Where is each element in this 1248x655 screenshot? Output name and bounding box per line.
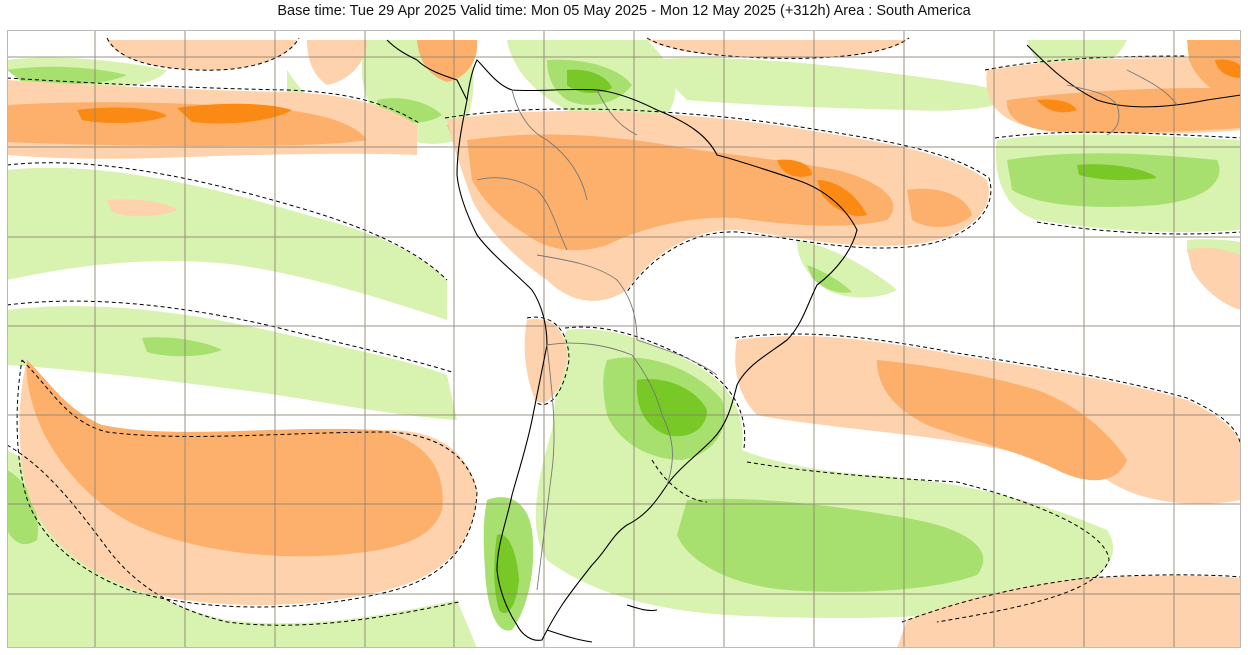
map-title: Base time: Tue 29 Apr 2025 Valid time: M… xyxy=(277,3,971,19)
wet-light-region xyxy=(7,450,477,648)
dry-medium-region xyxy=(877,360,1127,481)
wet-medium-region xyxy=(677,498,984,592)
dry-strong-region xyxy=(177,103,292,124)
dry-light-region xyxy=(647,40,907,59)
graticule xyxy=(7,30,1241,648)
dry-medium-region xyxy=(417,40,478,82)
dry-strong-regions xyxy=(77,59,1241,217)
wet-medium-regions xyxy=(7,59,1220,631)
wet-medium-region xyxy=(1007,153,1220,207)
dry-strong-region xyxy=(777,159,812,177)
map-canvas xyxy=(7,30,1241,648)
wet-medium-region xyxy=(142,337,222,357)
dry-light-region xyxy=(1187,247,1241,310)
dry-medium-region xyxy=(907,188,972,227)
dry-light-region xyxy=(524,319,567,403)
dry-medium-region xyxy=(26,360,443,557)
dry-medium-region xyxy=(1187,40,1241,100)
wet-medium-region xyxy=(7,470,38,545)
dry-light-region xyxy=(307,40,367,85)
dry-strong-region xyxy=(77,107,167,124)
wet-strong-region xyxy=(567,69,612,94)
dry-strong-region xyxy=(1037,99,1077,113)
wet-strong-region xyxy=(1077,164,1157,181)
south-america-coastline xyxy=(386,39,1241,643)
dry-strong-region xyxy=(1215,59,1241,78)
wet-strong-region xyxy=(494,534,519,614)
map-frame xyxy=(7,30,1241,648)
wet-light-region xyxy=(647,58,1017,111)
dry-light-region xyxy=(107,199,177,217)
dry-light-region xyxy=(107,40,297,71)
dry-strong-region xyxy=(817,180,867,217)
wet-medium-region xyxy=(807,265,852,293)
wet-light-region xyxy=(7,306,457,420)
country-borders xyxy=(476,69,1178,591)
dry-medium-region xyxy=(1006,88,1241,133)
anomaly-map xyxy=(7,30,1241,648)
